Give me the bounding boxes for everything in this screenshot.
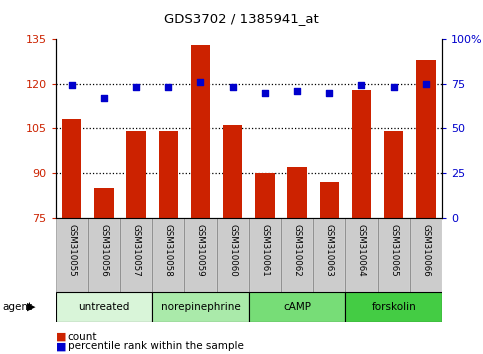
- Bar: [223, 125, 242, 218]
- Text: GSM310064: GSM310064: [357, 224, 366, 276]
- Point: [68, 82, 75, 88]
- Bar: [313, 218, 345, 292]
- Bar: [94, 188, 114, 218]
- Point: [164, 84, 172, 90]
- Bar: [191, 45, 210, 218]
- Text: ▶: ▶: [27, 302, 35, 312]
- Bar: [120, 218, 152, 292]
- Bar: [378, 218, 410, 292]
- Bar: [216, 218, 249, 292]
- Bar: [56, 218, 88, 292]
- Bar: [127, 131, 146, 218]
- Bar: [410, 218, 442, 292]
- Point: [326, 90, 333, 96]
- Point: [293, 88, 301, 93]
- Bar: [249, 218, 281, 292]
- Bar: [152, 292, 249, 322]
- Text: cAMP: cAMP: [283, 302, 311, 312]
- Bar: [378, 218, 410, 292]
- Text: GSM310066: GSM310066: [421, 224, 430, 276]
- Text: GSM310059: GSM310059: [196, 224, 205, 276]
- Bar: [62, 119, 81, 218]
- Point: [422, 81, 430, 86]
- Text: ■: ■: [56, 332, 66, 342]
- Bar: [281, 218, 313, 292]
- Bar: [185, 218, 216, 292]
- Bar: [313, 218, 345, 292]
- Bar: [56, 292, 152, 322]
- Text: GSM310060: GSM310060: [228, 224, 237, 276]
- Bar: [152, 218, 185, 292]
- Bar: [416, 60, 436, 218]
- Bar: [185, 218, 216, 292]
- Bar: [345, 218, 378, 292]
- Text: GSM310065: GSM310065: [389, 224, 398, 276]
- Bar: [320, 182, 339, 218]
- Bar: [345, 218, 378, 292]
- Bar: [152, 218, 185, 292]
- Bar: [255, 173, 274, 218]
- Text: GSM310055: GSM310055: [67, 224, 76, 276]
- Text: ■: ■: [56, 341, 66, 351]
- Text: GSM310057: GSM310057: [131, 224, 141, 276]
- Text: percentile rank within the sample: percentile rank within the sample: [68, 341, 243, 351]
- Bar: [120, 218, 152, 292]
- Text: GSM310056: GSM310056: [99, 224, 108, 276]
- Point: [100, 95, 108, 101]
- Text: norepinephrine: norepinephrine: [160, 302, 241, 312]
- Point: [261, 90, 269, 96]
- Bar: [88, 218, 120, 292]
- Text: count: count: [68, 332, 97, 342]
- Bar: [249, 218, 281, 292]
- Point: [132, 84, 140, 90]
- Bar: [281, 218, 313, 292]
- Text: GSM310062: GSM310062: [293, 224, 301, 276]
- Text: GSM310061: GSM310061: [260, 224, 270, 276]
- Bar: [88, 218, 120, 292]
- Bar: [216, 218, 249, 292]
- Text: forskolin: forskolin: [371, 302, 416, 312]
- Bar: [249, 292, 345, 322]
- Text: GSM310063: GSM310063: [325, 224, 334, 276]
- Text: GSM310058: GSM310058: [164, 224, 173, 276]
- Point: [197, 79, 204, 85]
- Point: [357, 82, 365, 88]
- Point: [390, 84, 398, 90]
- Text: GDS3702 / 1385941_at: GDS3702 / 1385941_at: [164, 12, 319, 25]
- Bar: [345, 292, 442, 322]
- Text: agent: agent: [2, 302, 32, 312]
- Text: untreated: untreated: [78, 302, 129, 312]
- Bar: [410, 218, 442, 292]
- Bar: [352, 90, 371, 218]
- Point: [229, 84, 237, 90]
- Bar: [56, 218, 88, 292]
- Bar: [158, 131, 178, 218]
- Bar: [384, 131, 403, 218]
- Bar: [287, 167, 307, 218]
